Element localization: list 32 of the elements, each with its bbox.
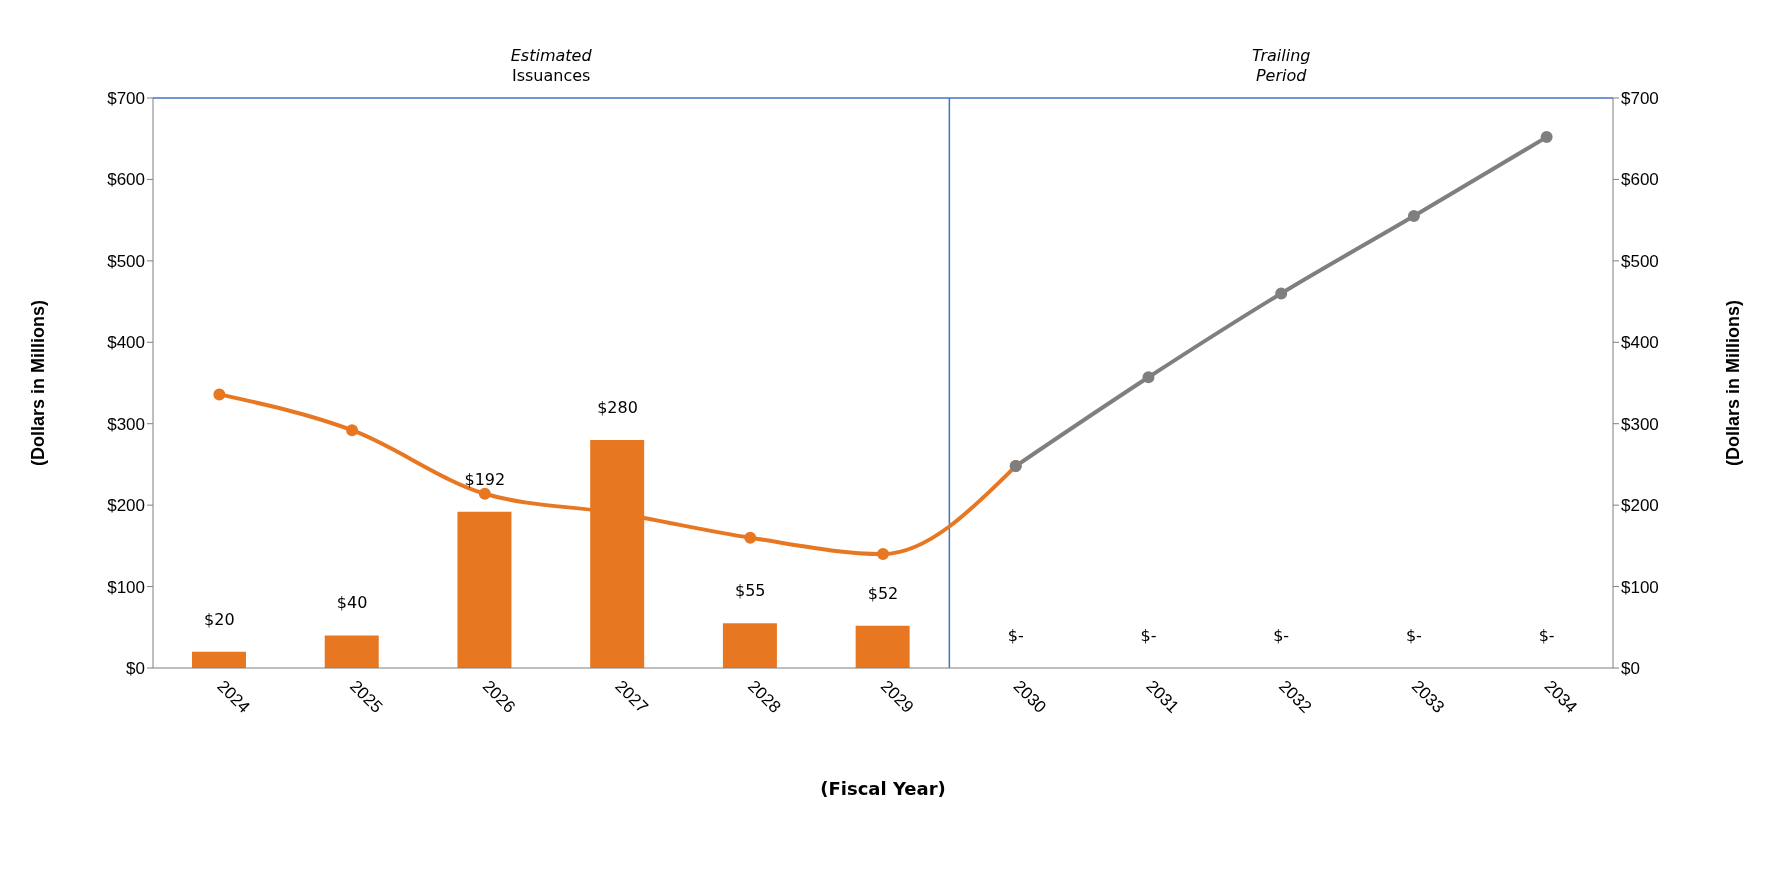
y-tick-label: $500 xyxy=(107,251,145,271)
text: Estimated Issuances xyxy=(509,46,593,86)
data-label: $280 xyxy=(596,398,639,417)
y2-axis-title: (Dollars in Millions) xyxy=(1722,299,1744,467)
x-axis-title: (Fiscal Year) xyxy=(819,778,947,799)
data-label: $- xyxy=(1139,626,1158,645)
y-tick-label: $400 xyxy=(107,333,145,353)
y2-tick-label: $600 xyxy=(1621,170,1659,190)
y2-tick-label: $700 xyxy=(1621,89,1659,109)
data-label: $55 xyxy=(734,581,767,601)
y2-tick-label: $500 xyxy=(1621,251,1659,271)
y-tick-label: $700 xyxy=(107,89,145,109)
data-label: $52 xyxy=(866,583,900,603)
data-label: $- xyxy=(1404,626,1423,645)
y2-tick-label: $100 xyxy=(1621,577,1659,597)
data-label: $40 xyxy=(335,593,369,613)
y2-tick-label: $0 xyxy=(1621,659,1640,679)
y-tick-label: $300 xyxy=(107,414,145,434)
y2-tick-label: $400 xyxy=(1621,333,1659,353)
y2-tick-label: $300 xyxy=(1621,414,1659,434)
data-label: $- xyxy=(1006,626,1025,645)
y-tick-label: $0 xyxy=(126,659,145,679)
data-label: $192 xyxy=(463,469,507,489)
y-tick-label: $200 xyxy=(107,496,145,516)
y2-tick-label: $200 xyxy=(1621,496,1659,516)
data-label: $- xyxy=(1537,626,1556,645)
y-tick-label: $600 xyxy=(107,170,145,190)
y-axis-title: (Dollars in Millions) xyxy=(27,299,49,467)
data-label: $20 xyxy=(203,609,236,629)
y-tick-label: $100 xyxy=(107,577,145,597)
text: Trailing Period xyxy=(1250,46,1312,86)
data-label: $- xyxy=(1272,626,1291,645)
